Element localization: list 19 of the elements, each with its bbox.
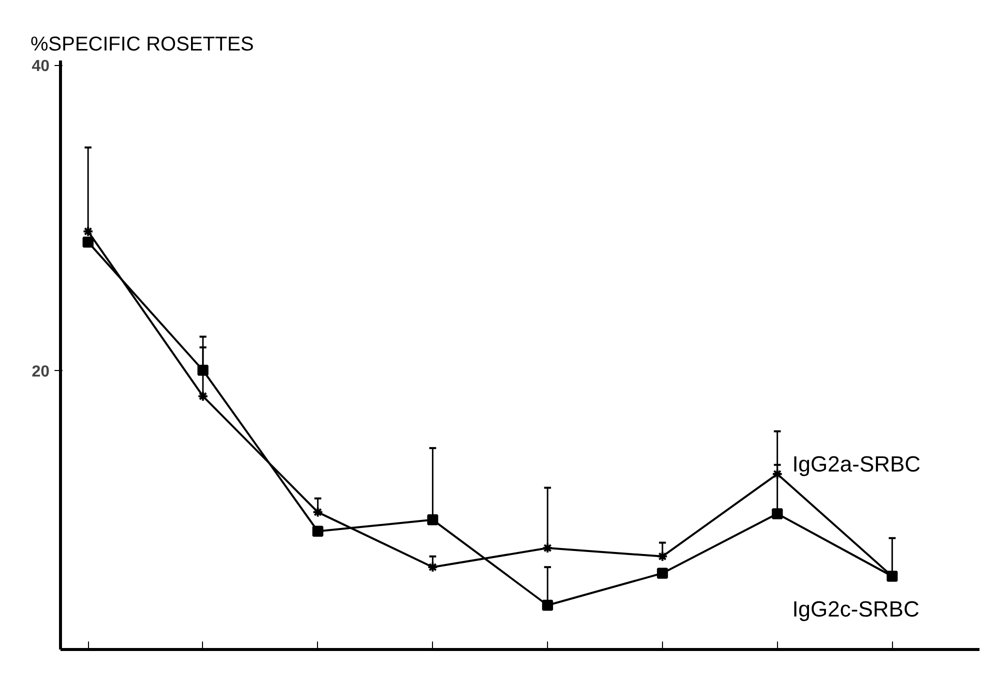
point	[312, 506, 324, 518]
series-label: IgG2a-SRBC	[792, 451, 921, 476]
y-axis-title: %SPECIFIC ROSETTES	[30, 34, 254, 56]
point	[427, 562, 438, 573]
point	[82, 236, 94, 248]
point	[656, 568, 668, 579]
point	[772, 508, 783, 520]
series-label: IgG2c-SRBC	[792, 596, 920, 622]
point	[542, 600, 554, 611]
point	[772, 468, 783, 480]
point	[197, 364, 208, 376]
y-tick-label: 40	[32, 58, 50, 76]
point	[542, 542, 554, 554]
point	[656, 550, 668, 562]
point	[312, 526, 324, 537]
y-tick-label: 20	[32, 363, 50, 380]
point	[427, 514, 438, 526]
point	[82, 226, 94, 237]
point	[197, 390, 208, 402]
